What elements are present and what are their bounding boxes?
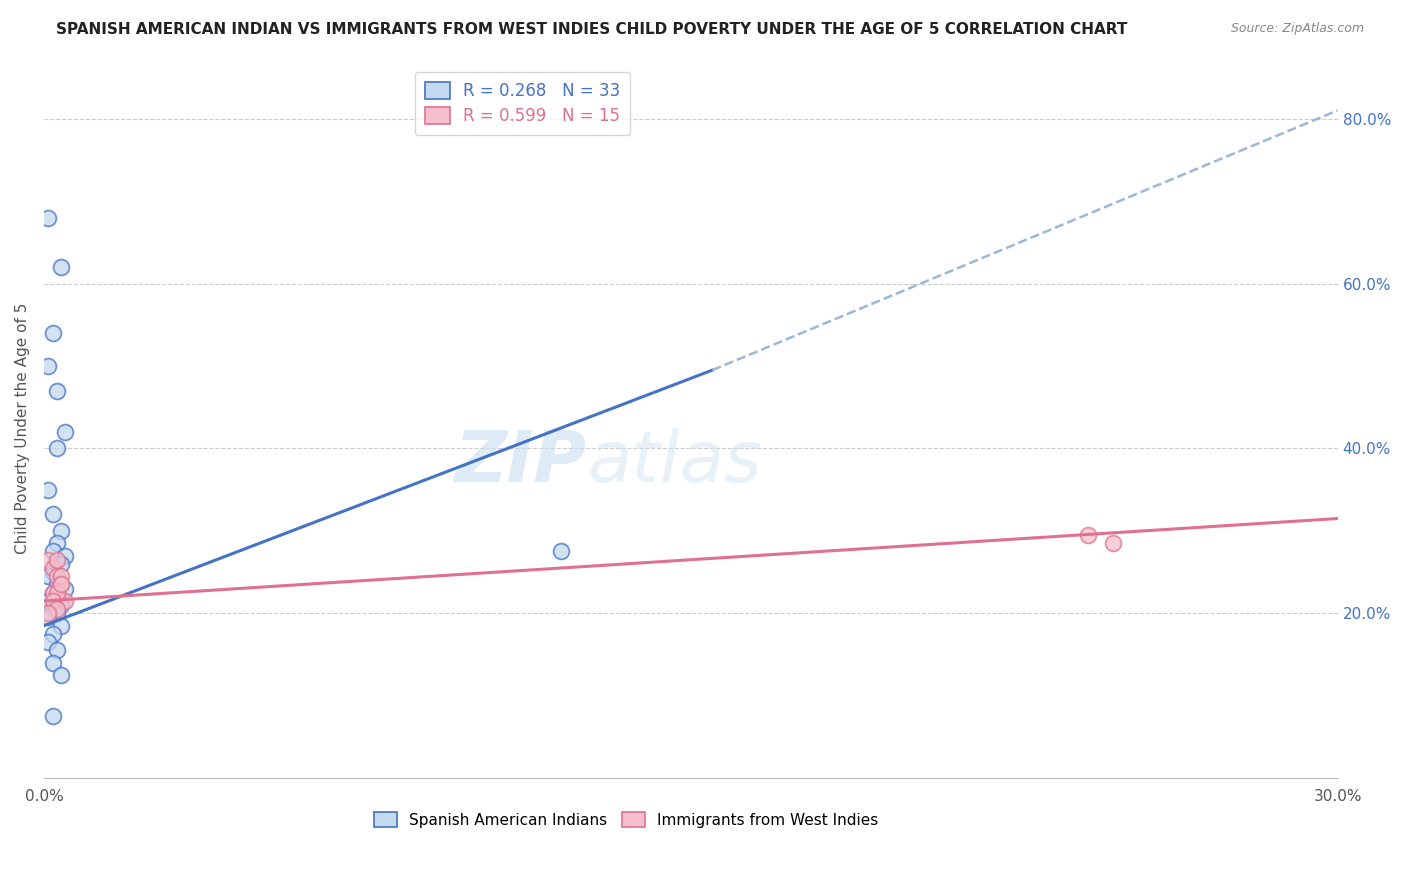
Point	[45, 602, 67, 616]
Point	[37, 211, 59, 225]
Point	[45, 590, 67, 604]
Point	[37, 569, 59, 583]
Point	[55, 549, 77, 563]
Point	[55, 425, 77, 439]
Point	[45, 643, 67, 657]
Text: Source: ZipAtlas.com: Source: ZipAtlas.com	[1230, 22, 1364, 36]
Point	[37, 359, 59, 373]
Y-axis label: Child Poverty Under the Age of 5: Child Poverty Under the Age of 5	[15, 302, 30, 554]
Point	[45, 569, 67, 583]
Point	[37, 553, 59, 567]
Point	[41, 656, 63, 670]
Text: atlas: atlas	[588, 428, 762, 498]
Legend: Spanish American Indians, Immigrants from West Indies: Spanish American Indians, Immigrants fro…	[367, 805, 884, 834]
Point	[49, 569, 72, 583]
Point	[45, 536, 67, 550]
Point	[45, 577, 67, 591]
Point	[37, 610, 59, 624]
Point	[37, 594, 59, 608]
Point	[37, 635, 59, 649]
Point	[41, 602, 63, 616]
Point	[37, 607, 59, 621]
Point	[45, 553, 67, 567]
Point	[41, 544, 63, 558]
Point	[49, 668, 72, 682]
Text: ZIP: ZIP	[456, 428, 588, 498]
Point	[37, 483, 59, 497]
Point	[49, 577, 72, 591]
Point	[49, 557, 72, 571]
Point	[45, 384, 67, 398]
Point	[41, 326, 63, 340]
Point	[41, 585, 63, 599]
Point	[45, 585, 67, 599]
Point	[41, 561, 63, 575]
Point	[49, 598, 72, 612]
Point	[41, 585, 63, 599]
Point	[45, 607, 67, 621]
Point	[1102, 536, 1125, 550]
Point	[55, 594, 77, 608]
Text: SPANISH AMERICAN INDIAN VS IMMIGRANTS FROM WEST INDIES CHILD POVERTY UNDER THE A: SPANISH AMERICAN INDIAN VS IMMIGRANTS FR…	[56, 22, 1128, 37]
Point	[49, 524, 72, 538]
Point	[45, 442, 67, 456]
Point	[49, 577, 72, 591]
Point	[41, 508, 63, 522]
Point	[55, 582, 77, 596]
Point	[49, 618, 72, 632]
Point	[1076, 528, 1098, 542]
Point	[41, 627, 63, 641]
Point	[41, 565, 63, 579]
Point	[550, 544, 572, 558]
Point	[41, 594, 63, 608]
Point	[49, 260, 72, 274]
Point	[41, 709, 63, 723]
